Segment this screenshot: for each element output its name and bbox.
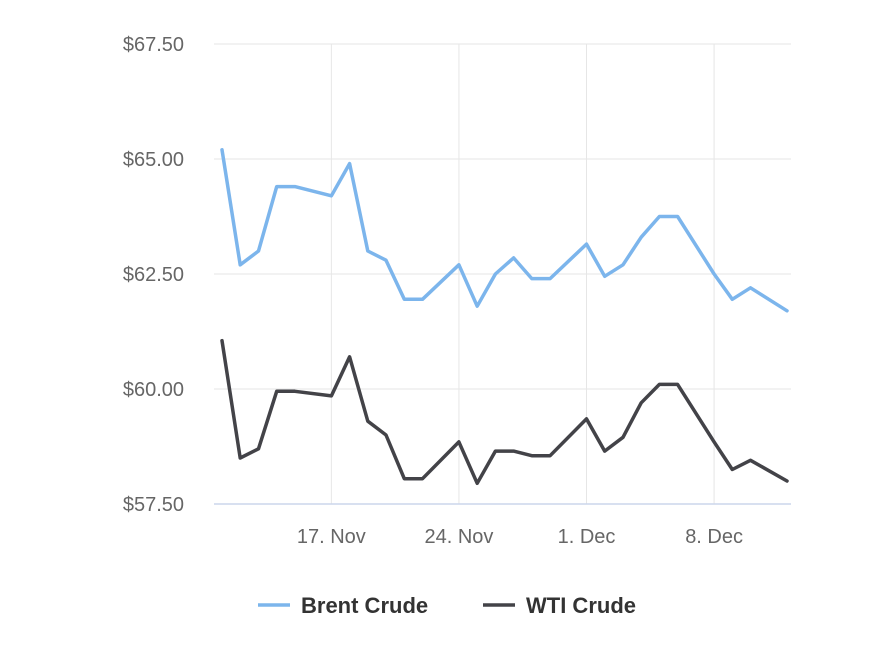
- series-lines: [220, 148, 789, 486]
- series-line-brent-crude[interactable]: [220, 148, 789, 313]
- grid-lines: [214, 43, 791, 505]
- series-line-wti-crude[interactable]: [220, 338, 789, 486]
- legend-item-brent-crude[interactable]: Brent Crude: [258, 593, 428, 618]
- y-tick-label: $65.00: [123, 149, 184, 171]
- legend-label-brent-crude: Brent Crude: [301, 593, 428, 618]
- x-tick-label: 1. Dec: [558, 526, 616, 548]
- y-tick-label: $57.50: [123, 494, 184, 516]
- x-axis-ticks: 17. Nov 24. Nov 1. Dec 8. Dec: [297, 526, 743, 548]
- y-tick-label: $60.00: [123, 379, 184, 401]
- x-tick-label: 17. Nov: [297, 526, 366, 548]
- y-tick-label: $67.50: [123, 34, 184, 56]
- y-axis-ticks: $57.50 $60.00 $62.50 $65.00 $67.50: [123, 34, 184, 516]
- x-tick-label: 24. Nov: [424, 526, 493, 548]
- legend: Brent Crude WTI Crude: [258, 593, 636, 618]
- y-tick-label: $62.50: [123, 264, 184, 286]
- legend-item-wti-crude[interactable]: WTI Crude: [483, 593, 636, 618]
- legend-label-wti-crude: WTI Crude: [526, 593, 636, 618]
- x-tick-label: 8. Dec: [685, 526, 743, 548]
